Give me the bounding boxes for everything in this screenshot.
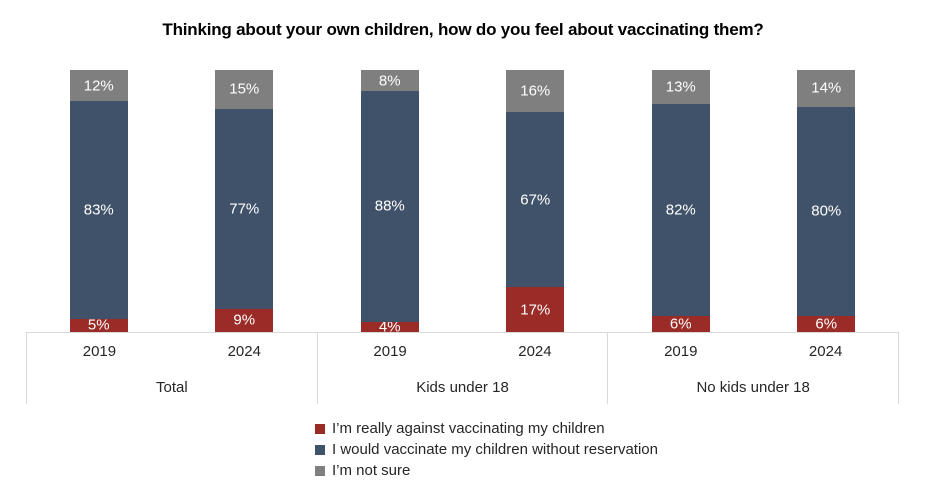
stacked-bar: 6% 80% 14%	[797, 70, 856, 333]
year-tick-label: 2024	[227, 343, 261, 361]
bar-segment: 14%	[797, 70, 856, 107]
plot-area: 5% 83% 12% 9% 77% 15% 4% 88% 8% 17% 67% 16% 6% 82% 13%…	[26, 70, 899, 336]
data-label: 14%	[811, 79, 842, 97]
bar-segment: 13%	[651, 70, 710, 104]
group-tick-label: No kids under 18	[696, 378, 810, 396]
year-tick-label: 2024	[518, 343, 552, 361]
data-label: 5%	[87, 316, 110, 334]
year-row: 2019 2024	[318, 333, 608, 370]
year-row: 2019 2024	[27, 333, 317, 370]
data-label: 13%	[665, 78, 696, 96]
legend-item: I’m really against vaccinating my childr…	[315, 418, 658, 439]
bar-segment: 4%	[360, 318, 419, 336]
bar-slot: 17% 67% 16%	[463, 70, 609, 332]
bar-segment: 16%	[506, 70, 565, 112]
data-label: 9%	[233, 311, 256, 329]
bar-segment: 6%	[797, 315, 856, 333]
axis-group: 2019 2024 Total	[26, 333, 317, 404]
bar-segment: 15%	[215, 70, 274, 109]
stacked-bar: 17% 67% 16%	[506, 70, 565, 332]
bar-segment: 77%	[215, 108, 274, 309]
bar-group: 4% 88% 8% 17% 67% 16%	[317, 70, 609, 336]
legend-swatch	[315, 465, 325, 476]
bar-group: 6% 82% 13% 6% 80% 14%	[608, 70, 899, 332]
legend-item: I’m not sure	[315, 460, 658, 481]
chart-title: Thinking about your own children, how do…	[162, 20, 764, 39]
bar-slot: 5% 83% 12%	[26, 70, 172, 334]
legend-label: I’m not sure	[332, 462, 411, 479]
bar-slot: 6% 80% 14%	[754, 70, 900, 332]
data-label: 17%	[520, 301, 551, 319]
stacked-bar: 4% 88% 8%	[360, 70, 419, 336]
year-tick-label: 2019	[664, 343, 698, 361]
axis-group: 2019 2024 Kids under 18	[316, 333, 608, 404]
data-label: 80%	[811, 202, 842, 220]
year-tick-label: 2024	[808, 343, 843, 361]
bar-segment: 6%	[651, 315, 710, 333]
data-label: 77%	[229, 200, 260, 218]
bar-slot: 9% 77% 15%	[172, 70, 318, 332]
data-label: 15%	[229, 80, 260, 98]
bar-segment: 83%	[69, 101, 128, 319]
data-label: 6%	[815, 315, 838, 333]
legend: I’m really against vaccinating my childr…	[315, 418, 658, 481]
bar-segment: 67%	[506, 111, 565, 288]
data-label: 83%	[83, 201, 114, 219]
bar-segment: 9%	[215, 308, 274, 332]
category-axis: 2019 2024 Total 2019 2024 Kids under 18 2019 20…	[26, 332, 900, 404]
bar-segment: 80%	[797, 106, 856, 317]
bar-segment: 17%	[506, 287, 565, 332]
data-label: 4%	[378, 318, 401, 336]
bar-segment: 88%	[360, 90, 419, 322]
bar-segment: 5%	[69, 316, 128, 334]
legend-swatch	[315, 444, 325, 455]
legend-item: I would vaccinate my children without re…	[315, 439, 658, 460]
data-label: 67%	[520, 191, 551, 209]
bar-segment: 8%	[360, 70, 419, 91]
bar-slot: 6% 82% 13%	[608, 70, 754, 332]
year-tick-label: 2019	[373, 343, 407, 361]
bar-slot: 4% 88% 8%	[317, 70, 463, 336]
group-tick-label: Total	[155, 378, 188, 396]
data-label: 82%	[665, 201, 696, 219]
legend-label: I’m really against vaccinating my childr…	[332, 420, 605, 437]
legend-label: I would vaccinate my children without re…	[332, 441, 658, 458]
group-tick-label: Kids under 18	[416, 378, 509, 396]
data-label: 88%	[374, 197, 405, 215]
stacked-bar: 9% 77% 15%	[215, 70, 274, 332]
bar-segment: 12%	[69, 70, 128, 102]
bar-group: 5% 83% 12% 9% 77% 15%	[26, 70, 318, 334]
data-label: 6%	[669, 315, 692, 333]
stacked-bar: 5% 83% 12%	[69, 70, 128, 334]
data-label: 12%	[83, 77, 114, 95]
stacked-bar: 6% 82% 13%	[651, 70, 710, 333]
axis-group: 2019 2024 No kids under 18	[607, 333, 900, 404]
data-label: 16%	[520, 82, 551, 100]
bar-segment: 82%	[651, 103, 710, 317]
year-row: 2019 2024	[608, 333, 898, 370]
legend-swatch	[315, 423, 325, 434]
year-tick-label: 2019	[82, 343, 117, 361]
data-label: 8%	[378, 72, 401, 89]
